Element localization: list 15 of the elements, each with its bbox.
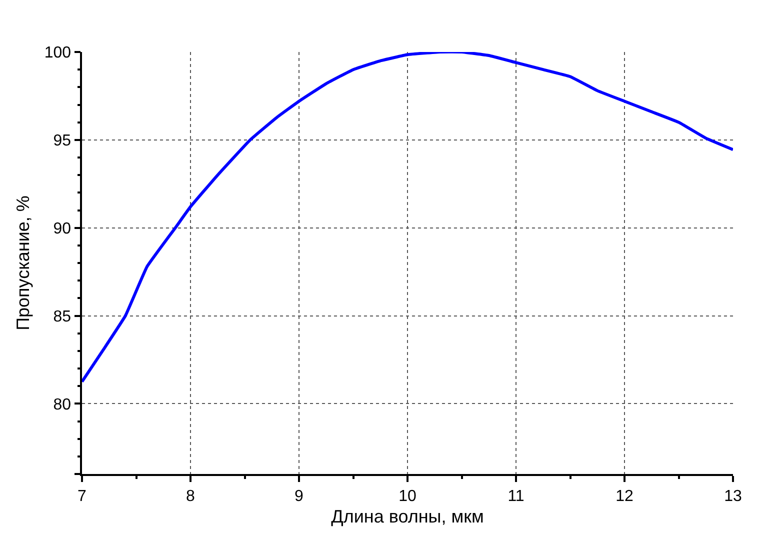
y-tick-label: 80 [53, 396, 72, 414]
x-tick-label: 10 [398, 488, 416, 505]
x-tick-label: 7 [78, 488, 87, 505]
x-tick-label: 8 [186, 488, 196, 505]
x-axis-title: Длина волны, мкм [331, 506, 484, 527]
y-tick-label: 95 [53, 132, 72, 150]
y-tick-label: 90 [53, 220, 72, 238]
y-axis-title: Пропускание, % [13, 196, 34, 330]
y-tick-label: 100 [44, 44, 72, 62]
line-series [82, 52, 733, 384]
y-tick-label: 85 [53, 308, 72, 326]
x-tick-label: 13 [724, 488, 742, 505]
x-tick-label: 12 [616, 488, 634, 505]
x-tick-label: 9 [294, 488, 304, 505]
x-tick-label: 11 [508, 488, 524, 505]
